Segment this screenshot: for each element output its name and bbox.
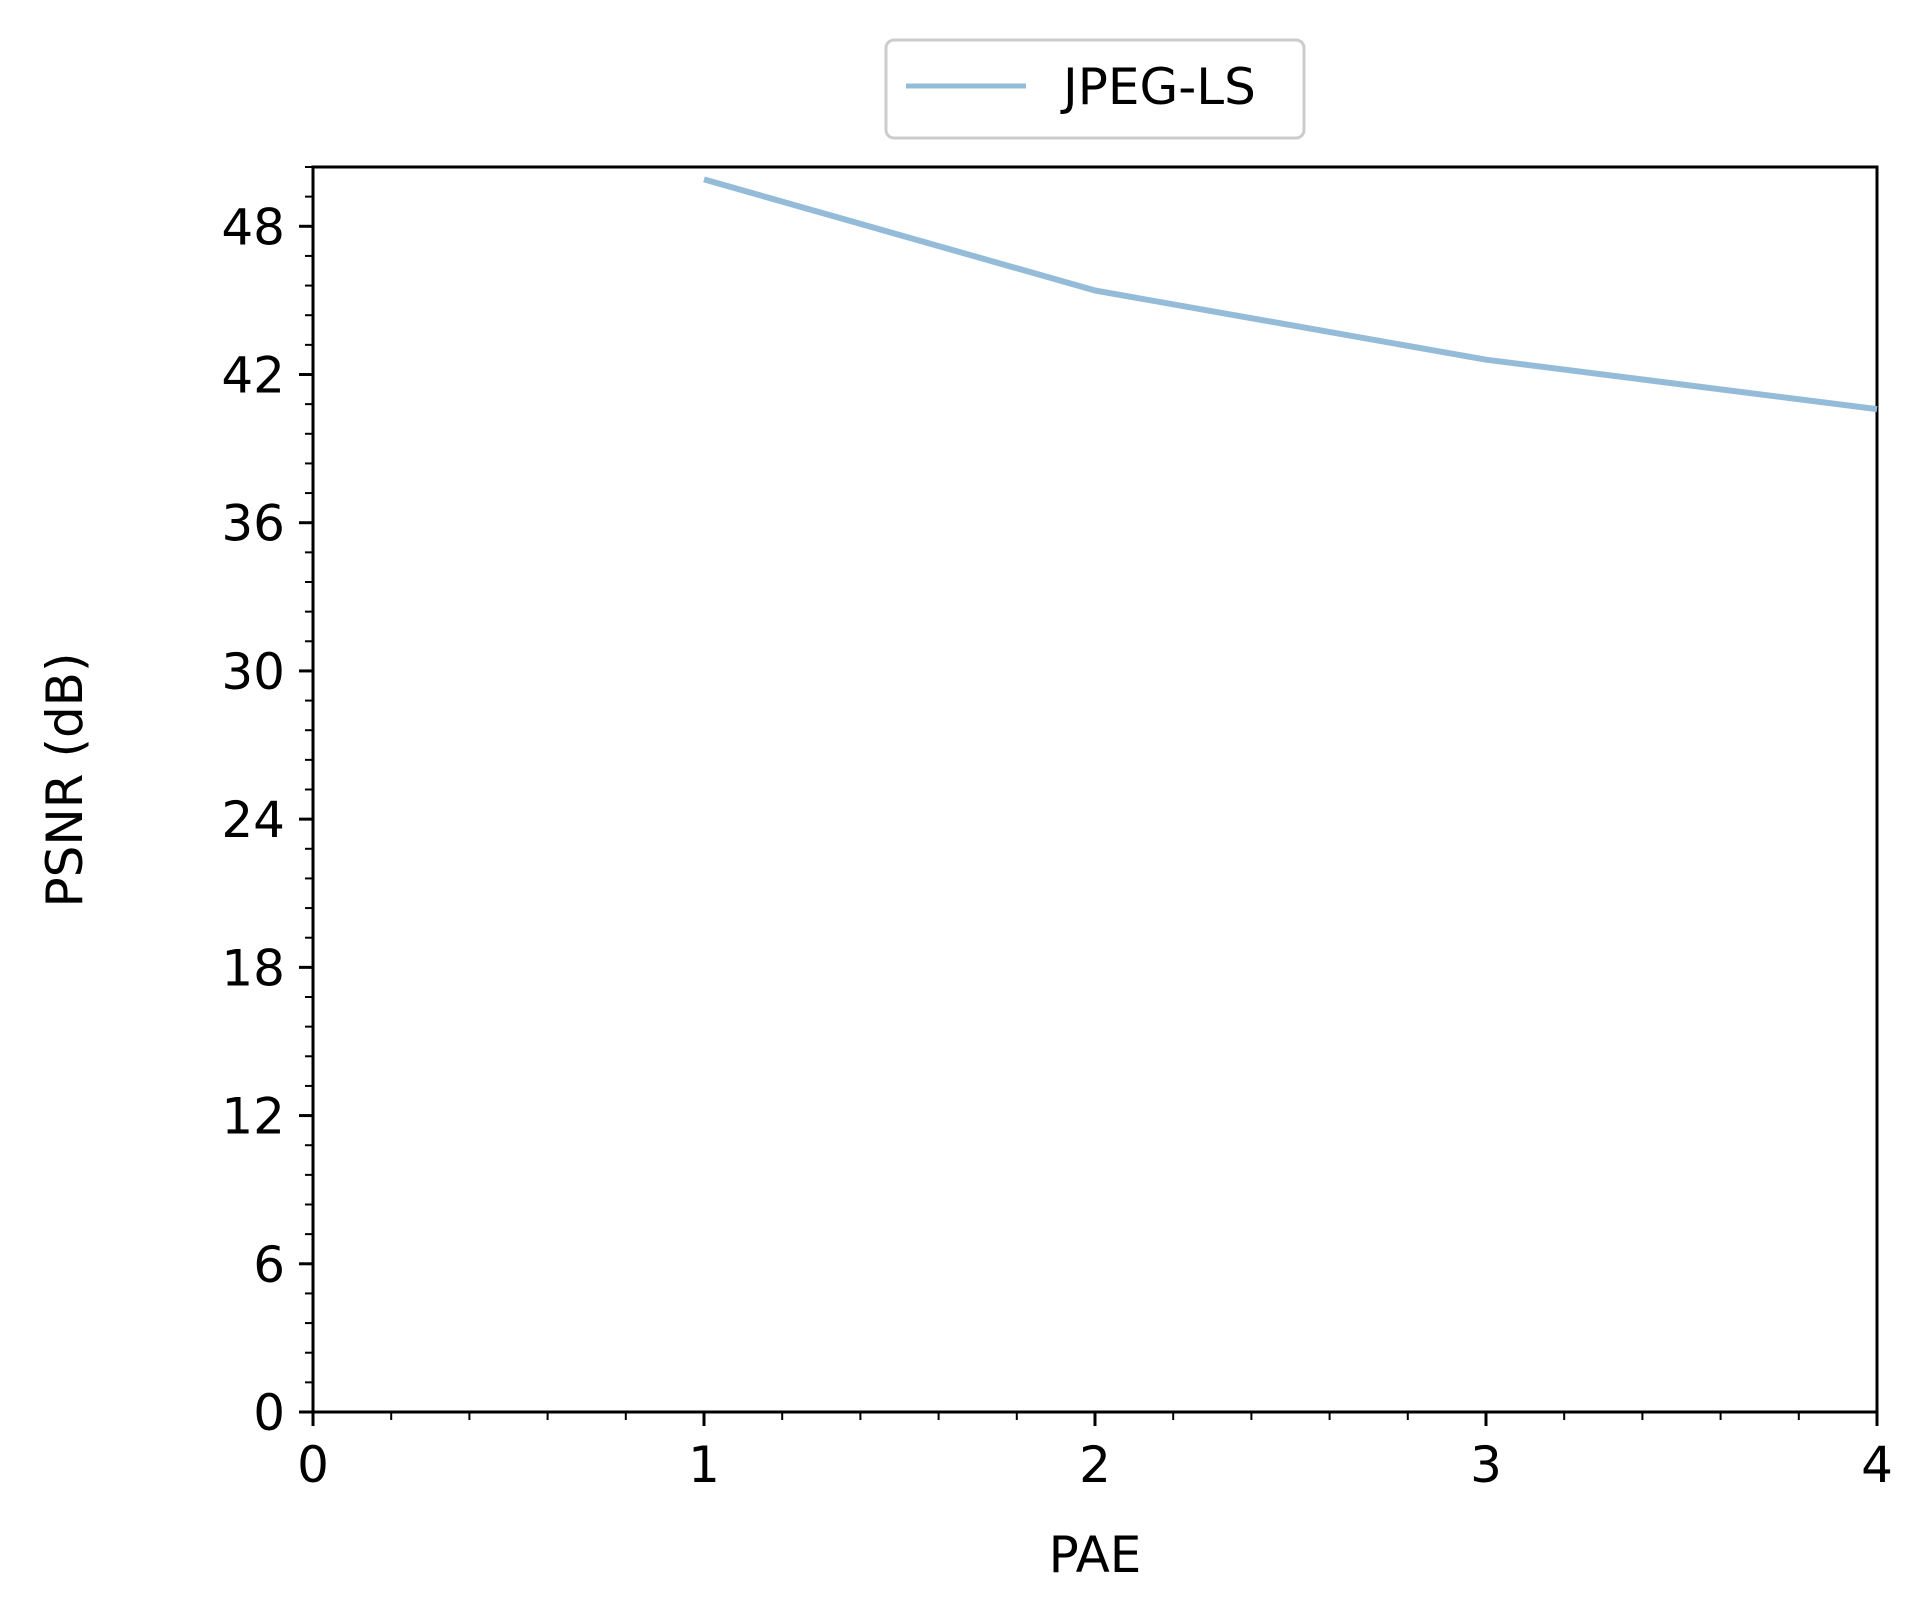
y-tick-label: 36 — [221, 495, 285, 553]
y-tick-label: 24 — [221, 791, 285, 849]
legend-box — [884, 38, 1306, 140]
series-line-jpeg-ls — [703, 176, 1878, 413]
series-layer — [703, 176, 1878, 413]
y-tick-label: 12 — [221, 1088, 285, 1146]
x-tick-label: 1 — [688, 1436, 720, 1494]
y-axis-label: PSNR (dB) — [36, 653, 94, 908]
y-tick-label: 0 — [253, 1384, 285, 1442]
y-tick-label: 6 — [253, 1236, 285, 1294]
x-tick-label: 3 — [1470, 1436, 1502, 1494]
y-tick-label: 48 — [221, 198, 285, 256]
y-tick-label: 30 — [221, 643, 285, 701]
x-tick-label: 0 — [297, 1436, 329, 1494]
x-major-ticks: 0 1 2 3 4 — [297, 1412, 1893, 1494]
x-minor-ticks — [390, 1412, 1800, 1420]
x-axis-label: PAE — [1049, 1526, 1142, 1584]
y-tick-label: 18 — [221, 939, 285, 997]
x-tick-label: 4 — [1861, 1436, 1893, 1494]
y-minor-ticks — [305, 166, 313, 1384]
y-major-ticks: 0 6 12 18 24 30 36 42 48 — [221, 198, 313, 1442]
legend-label-jpeg-ls: JPEG-LS — [1060, 58, 1256, 116]
y-tick-label: 42 — [221, 347, 285, 405]
x-tick-label: 2 — [1079, 1436, 1111, 1494]
legend: JPEG-LS — [884, 38, 1306, 140]
